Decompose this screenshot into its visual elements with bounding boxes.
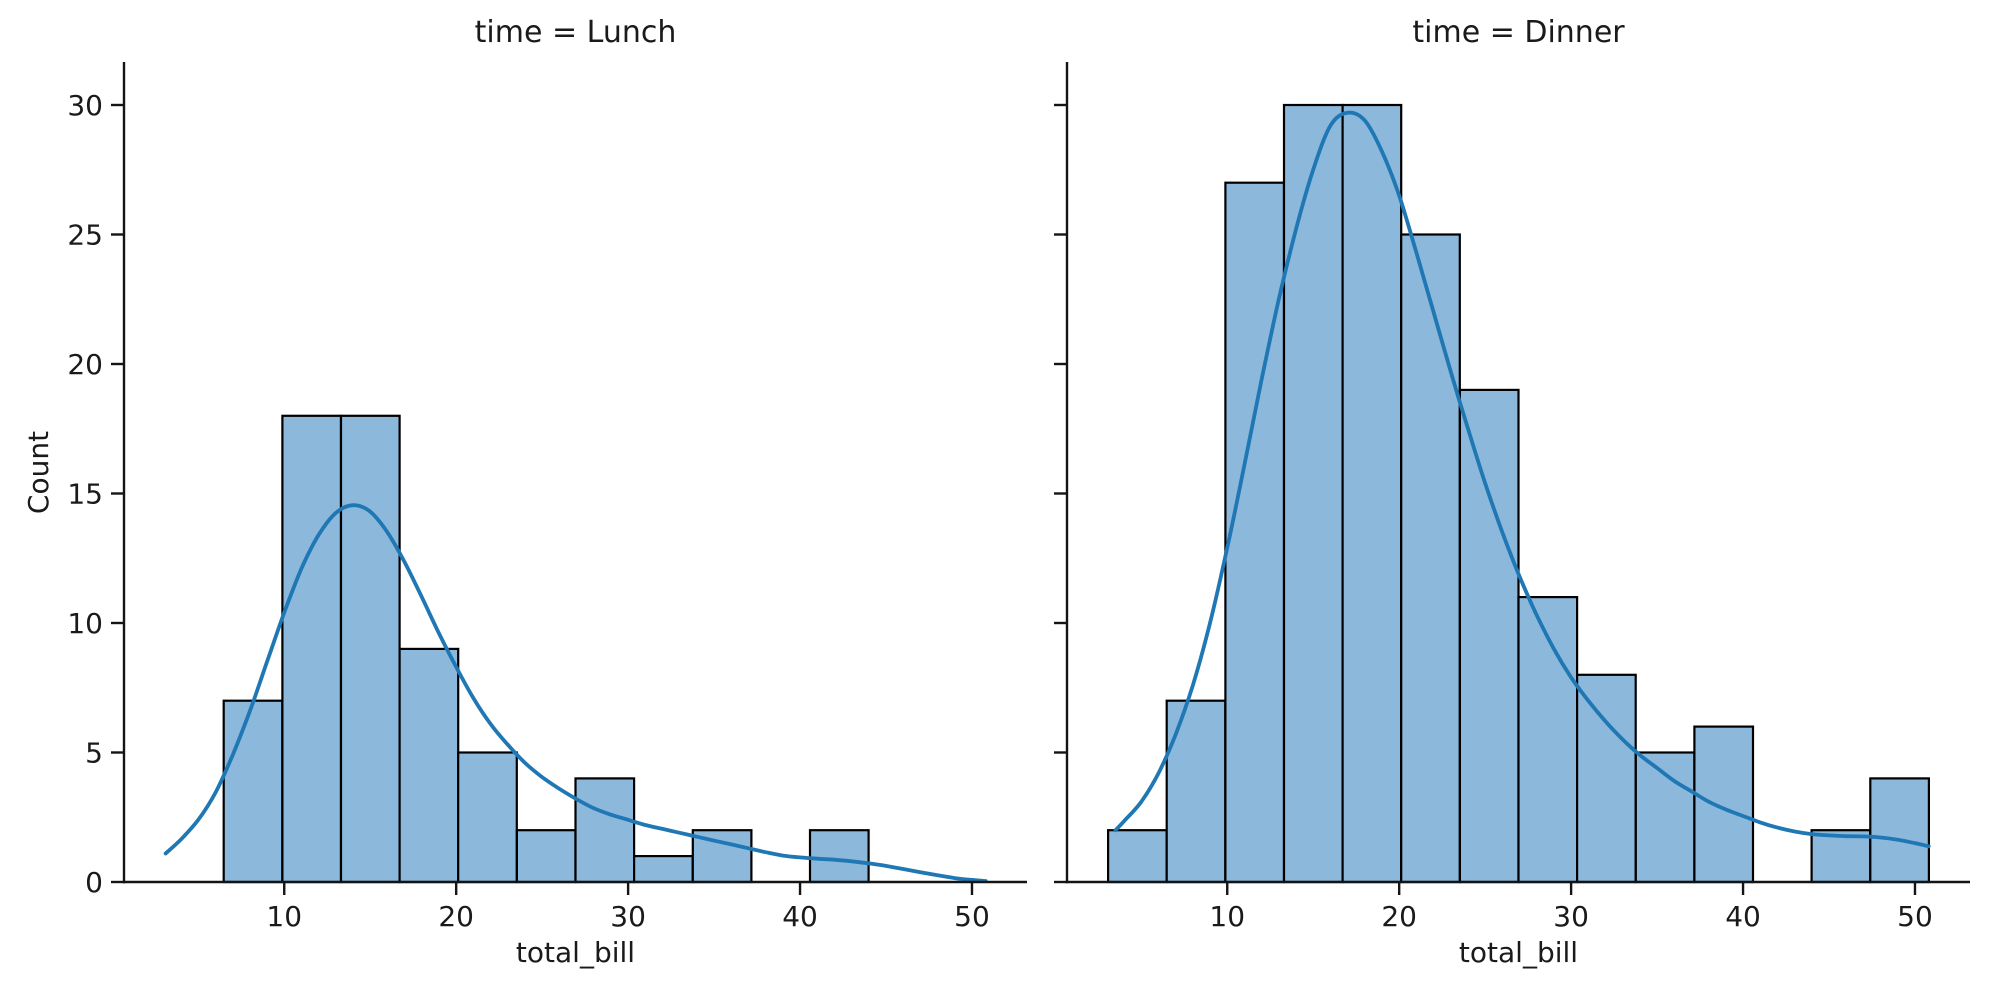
histogram-bar	[1458, 388, 1520, 884]
histogram-bar	[1341, 103, 1403, 884]
x-tick-label: 50	[954, 900, 990, 933]
histogram-bar	[1810, 829, 1872, 884]
histogram-bars	[1106, 103, 1931, 884]
panel-lunch: 10 20 30 40 50 0 5 10 15 20 25 30	[67, 62, 1027, 933]
histogram-bar	[1693, 725, 1755, 884]
x-tick-label: 10	[266, 900, 302, 933]
panel-dinner: 10 20 30 40 50	[1054, 62, 1970, 933]
histogram-bar	[1575, 673, 1637, 884]
histogram-bar	[222, 699, 284, 884]
y-tick-label: 5	[85, 736, 103, 769]
y-tick-label: 30	[67, 89, 103, 122]
histogram-bars	[222, 414, 870, 884]
x-tick-label: 30	[1553, 900, 1589, 933]
x-tick-label: 40	[1725, 900, 1761, 933]
histogram-bar	[339, 414, 401, 884]
x-tick-label: 20	[438, 900, 474, 933]
y-tick-label: 0	[85, 866, 103, 899]
histogram-bar	[281, 414, 343, 884]
histogram-bar	[808, 829, 870, 884]
facet-title-lunch: time = Lunch	[474, 15, 677, 50]
histogram-bar	[1165, 699, 1227, 884]
histogram-bar	[1400, 233, 1461, 884]
kde-curve	[1113, 110, 1931, 849]
histogram-bar	[1869, 777, 1931, 884]
x-axis-label-lunch: total_bill	[515, 936, 636, 969]
histogram-bar	[632, 854, 694, 884]
x-tick-label: 50	[1897, 900, 1933, 933]
x-tick-label: 10	[1209, 900, 1245, 933]
histogram-bar	[457, 751, 518, 884]
x-tick-label: 30	[610, 900, 646, 933]
y-tick-label: 20	[67, 348, 103, 381]
kde-curve	[163, 503, 988, 883]
y-axis-label-box: Count	[6, 62, 72, 882]
y-axis-label: Count	[22, 430, 56, 514]
facet-title-dinner: time = Dinner	[1412, 15, 1625, 50]
x-tick-label: 40	[782, 900, 818, 933]
histogram-bar	[574, 777, 636, 884]
histogram-bar	[398, 647, 460, 884]
x-tick-label: 20	[1381, 900, 1417, 933]
x-axis-label-dinner: total_bill	[1458, 936, 1579, 969]
y-tick-label: 10	[67, 607, 103, 640]
histogram-bar	[515, 829, 577, 884]
y-tick-label: 15	[67, 477, 103, 510]
histogram-bar	[1224, 181, 1286, 884]
histogram-bar	[1106, 829, 1168, 884]
histogram-bar	[1282, 103, 1344, 884]
y-tick-label: 25	[67, 218, 103, 251]
